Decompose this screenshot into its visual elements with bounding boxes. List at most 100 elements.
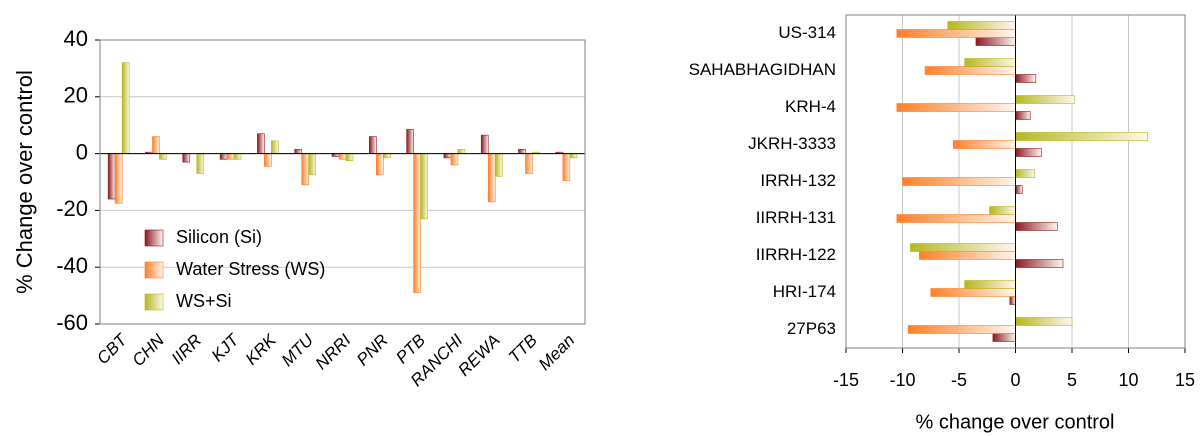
y-tick-label: KRH-4 (785, 97, 836, 116)
x-tick-label: Mean (535, 331, 579, 375)
x-tick-label: NRRI (312, 330, 355, 373)
bar (989, 206, 1016, 215)
bar (518, 149, 526, 154)
bar (219, 153, 228, 160)
bar (294, 149, 302, 154)
bar (896, 29, 1016, 38)
bar (1015, 95, 1075, 104)
x-tick-label: PNR (353, 331, 392, 370)
legend-swatch (144, 293, 164, 311)
bar (494, 153, 503, 177)
bar (964, 58, 1016, 67)
bar (896, 103, 1016, 112)
x-tick-label: KJT (208, 329, 244, 365)
bar (1009, 296, 1016, 305)
bar (975, 37, 1016, 46)
bar (964, 280, 1016, 289)
bar (257, 133, 265, 154)
y-tick-label: JKRH-3333 (748, 134, 836, 153)
y-tick-label: SAHABHAGIDHAN (689, 60, 836, 79)
bar (907, 325, 1016, 334)
bar (1015, 111, 1031, 120)
bar (159, 153, 167, 160)
y-tick-label: HRI-174 (773, 282, 836, 301)
x-tick-label: CHN (128, 330, 168, 370)
legend-swatch (144, 261, 164, 279)
bar (301, 153, 309, 186)
bar (896, 214, 1016, 223)
bar (947, 21, 1016, 30)
bar (226, 153, 235, 160)
y-tick-label: 40 (64, 26, 88, 51)
x-tick-label: -10 (889, 370, 915, 390)
y-tick-label: US-314 (778, 23, 836, 42)
bar (345, 153, 354, 162)
bar (152, 136, 160, 154)
plot-area (100, 40, 585, 324)
x-tick-label: IIRR (168, 331, 205, 368)
bar (1015, 222, 1058, 231)
x-tick-label: -15 (833, 370, 859, 390)
bar (443, 153, 452, 159)
bar (338, 153, 347, 160)
y-tick-label: 0 (76, 139, 88, 164)
plot-border (845, 14, 1186, 349)
bar (413, 153, 421, 294)
y-tick-label: -60 (56, 310, 88, 335)
y-axis-title: % Change over control (12, 70, 37, 294)
bar (450, 153, 459, 166)
bar (196, 153, 205, 174)
x-tick-label: -5 (951, 370, 967, 390)
bar (420, 153, 428, 220)
bar (487, 153, 496, 203)
legend-label: WS+Si (176, 291, 232, 311)
bar (264, 153, 272, 167)
bar (369, 136, 377, 154)
bar (480, 134, 489, 154)
bar (1015, 169, 1036, 178)
x-tick-label: KRK (242, 330, 281, 369)
legend-swatch (144, 229, 164, 247)
bar (457, 149, 466, 154)
bar (308, 153, 316, 176)
x-tick-label: 5 (1067, 370, 1077, 390)
bar (121, 62, 130, 154)
bar (569, 153, 578, 159)
bar (1015, 185, 1023, 194)
plot-border (99, 39, 586, 325)
y-tick-label: IIRRH-131 (756, 208, 836, 227)
x-tick-label: 10 (1118, 370, 1138, 390)
bar (383, 153, 391, 159)
bar (182, 153, 191, 163)
bar (924, 66, 1016, 75)
bar (953, 140, 1016, 149)
bar (919, 251, 1016, 260)
x-axis-title: % change over control (915, 411, 1114, 433)
bar (1015, 259, 1064, 268)
bar (562, 153, 571, 181)
bar (107, 153, 116, 200)
bar (1015, 132, 1149, 141)
bar (1015, 74, 1037, 83)
bar (114, 153, 123, 204)
legend-label: Silicon (Si) (176, 227, 262, 247)
bar (1015, 148, 1042, 157)
bar (910, 243, 1016, 252)
y-tick-label: -40 (56, 253, 88, 278)
y-tick-label: 20 (64, 83, 88, 108)
bar (233, 153, 242, 160)
x-tick-label: MTU (278, 330, 318, 370)
y-tick-label: 27P63 (787, 319, 836, 338)
bar (992, 333, 1016, 342)
y-tick-label: -20 (56, 196, 88, 221)
legend-label: Water Stress (WS) (176, 259, 325, 279)
x-tick-label: 0 (1010, 370, 1020, 390)
x-tick-label: REWA (454, 331, 503, 380)
y-tick-label: IRRH-132 (760, 171, 836, 190)
bar (271, 140, 279, 154)
bar (376, 153, 384, 176)
bar (930, 288, 1016, 297)
bar (1015, 317, 1073, 326)
bar (902, 177, 1016, 186)
